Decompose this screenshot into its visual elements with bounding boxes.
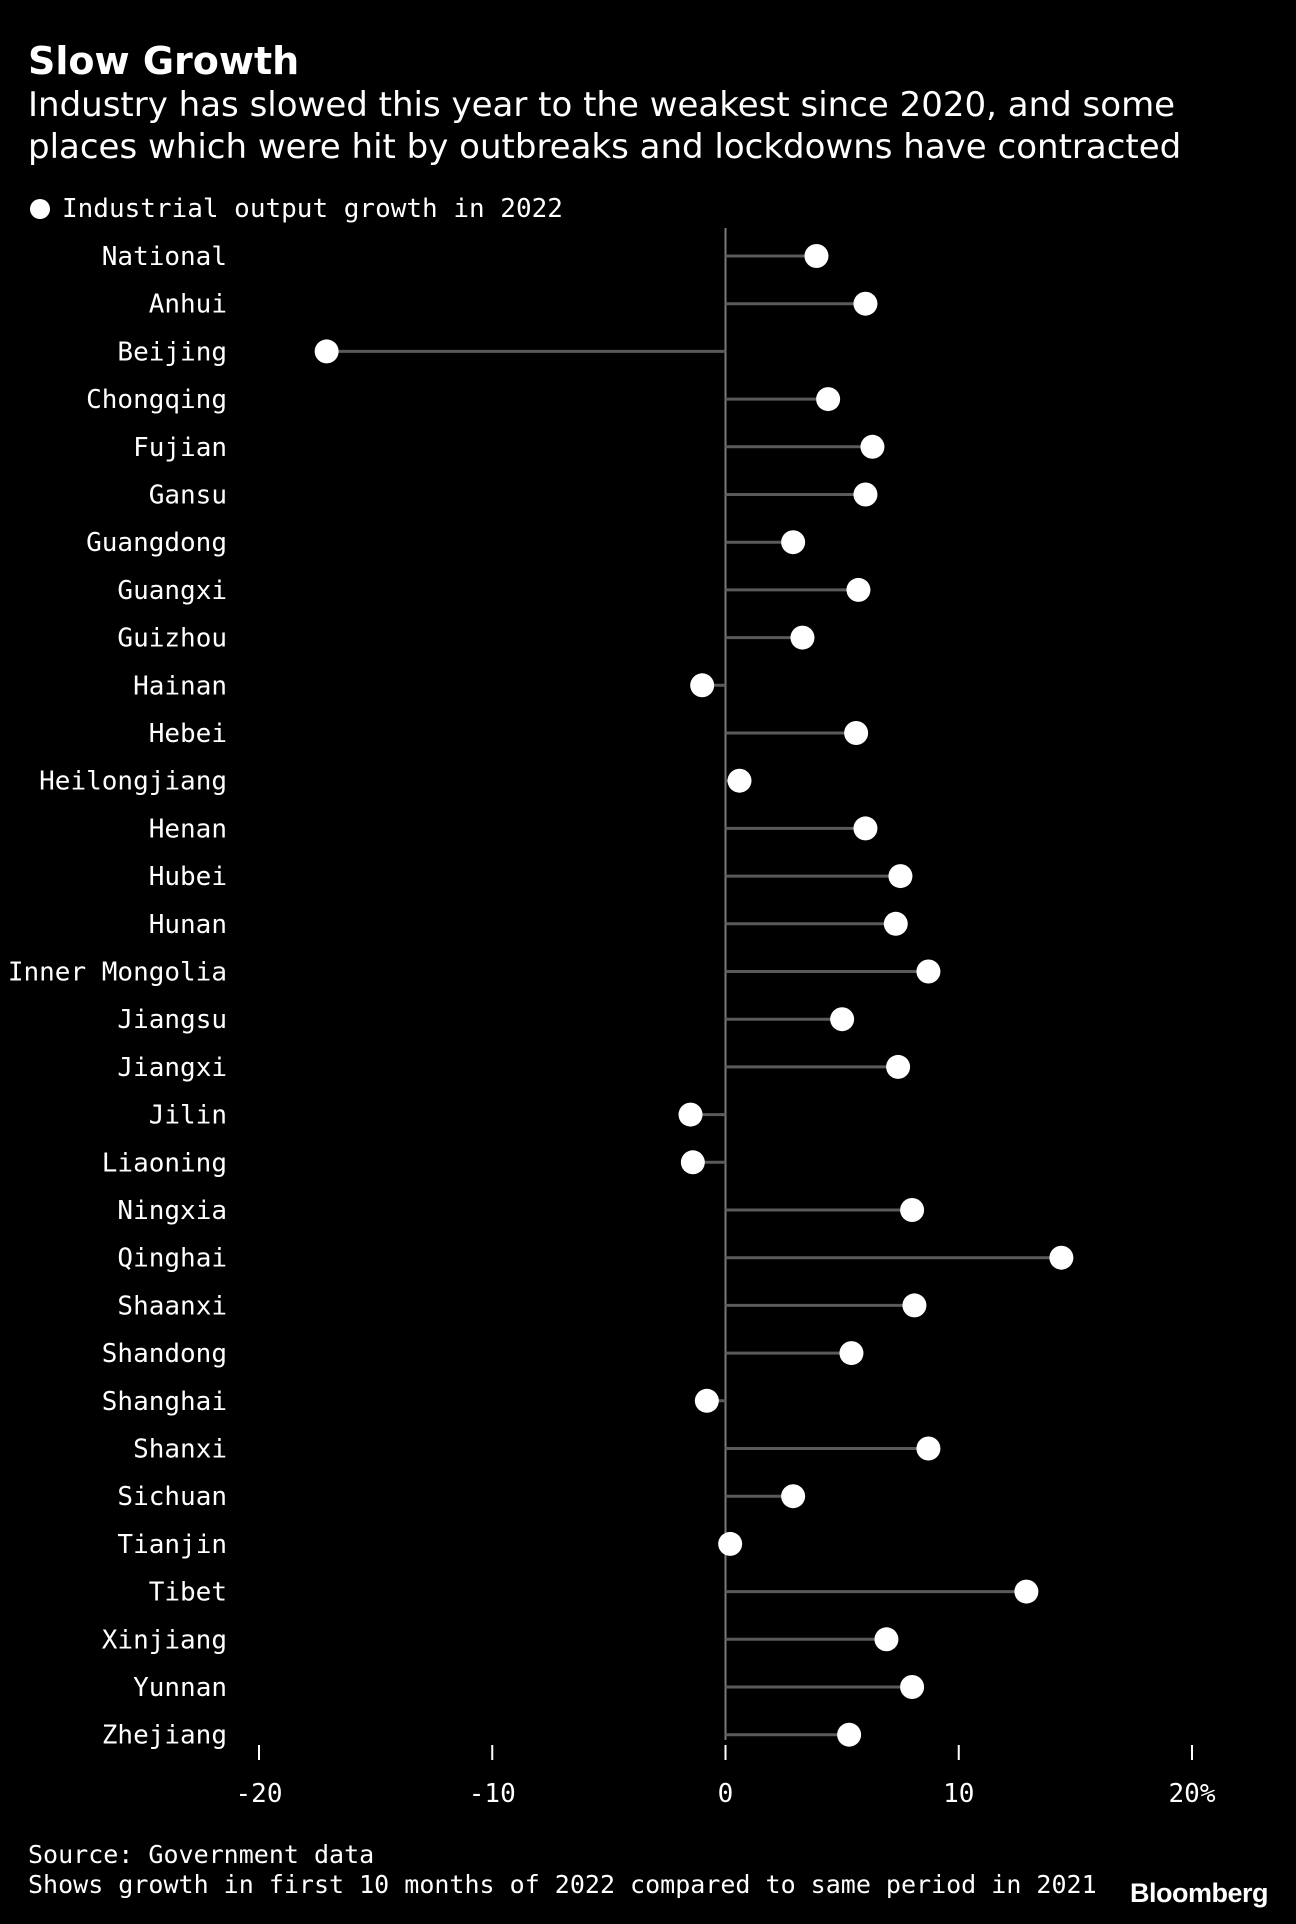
category-label: Jiangsu <box>117 1005 227 1035</box>
category-label: Qinghai <box>117 1244 227 1274</box>
category-label: Shanghai <box>102 1387 227 1417</box>
source-note: Source: Government data <box>28 1840 375 1869</box>
data-point <box>781 1484 806 1509</box>
data-point <box>727 768 752 793</box>
category-label: Inner Mongolia <box>8 958 227 988</box>
category-label: National <box>102 242 227 272</box>
data-point <box>853 291 878 316</box>
category-label: Shaanxi <box>117 1291 227 1321</box>
category-label: Guizhou <box>117 624 227 654</box>
category-label: Anhui <box>149 290 227 320</box>
data-point <box>694 1388 719 1413</box>
category-label: Tianjin <box>117 1530 227 1560</box>
data-point <box>846 577 871 602</box>
category-label: Jiangxi <box>117 1053 227 1083</box>
data-point <box>853 816 878 841</box>
comparison-note: Shows growth in first 10 months of 2022 … <box>28 1870 1097 1899</box>
category-label: Beijing <box>117 337 227 367</box>
data-point <box>900 1198 925 1222</box>
category-label: Yunnan <box>133 1673 227 1703</box>
data-point <box>900 1675 925 1699</box>
category-label: Tibet <box>149 1578 227 1608</box>
data-point <box>883 911 908 936</box>
x-tick-label: -10 <box>469 1779 516 1809</box>
bloomberg-logo: Bloomberg <box>1129 1878 1269 1908</box>
data-point <box>916 959 941 984</box>
legend: Industrial output growth in 2022 <box>30 192 563 226</box>
category-label: Hainan <box>133 671 227 701</box>
data-point <box>853 482 878 507</box>
data-point <box>314 339 339 364</box>
data-point <box>1049 1245 1074 1270</box>
data-point <box>781 530 806 555</box>
category-label: Sichuan <box>117 1482 227 1512</box>
data-point <box>680 1150 705 1175</box>
data-point <box>690 673 715 698</box>
category-label: Jilin <box>149 1101 227 1131</box>
category-label: Shanxi <box>133 1435 227 1465</box>
data-point <box>830 1007 855 1032</box>
data-point <box>888 864 913 889</box>
category-label: Hunan <box>149 910 227 940</box>
x-tick-label: -20 <box>236 1779 283 1809</box>
category-label: Liaoning <box>102 1148 227 1178</box>
category-label: Guangxi <box>117 576 227 606</box>
category-label: Fujian <box>133 433 227 463</box>
category-label: Gansu <box>149 481 227 511</box>
data-point <box>886 1054 911 1079</box>
x-tick-label: 10 <box>943 1779 974 1809</box>
chart-subtitle: Industry has slowed this year to the wea… <box>28 85 1182 167</box>
data-point <box>816 387 841 412</box>
data-point <box>916 1436 941 1461</box>
category-label: Hebei <box>149 719 227 749</box>
data-point <box>790 625 815 650</box>
category-label: Guangdong <box>86 528 227 558</box>
footer: Source: Government data Shows growth in … <box>28 1840 1097 1900</box>
legend-label: Industrial output growth in 2022 <box>62 194 563 224</box>
data-point <box>839 1341 864 1366</box>
data-point <box>874 1627 899 1652</box>
chart-title: Slow Growth <box>28 39 300 83</box>
category-label: Shandong <box>102 1339 227 1369</box>
category-label: Ningxia <box>117 1196 227 1226</box>
category-label: Henan <box>149 814 227 844</box>
data-point <box>837 1722 862 1747</box>
data-point <box>804 244 829 268</box>
data-point <box>860 434 885 459</box>
category-label: Heilongjiang <box>39 767 227 797</box>
data-point <box>678 1102 703 1127</box>
data-point <box>718 1531 743 1556</box>
x-tick-label: 0 <box>718 1779 734 1809</box>
category-label: Hubei <box>149 862 227 892</box>
data-point <box>902 1293 927 1318</box>
category-label: Xinjiang <box>102 1625 227 1655</box>
category-label: Chongqing <box>86 385 227 415</box>
data-point <box>844 721 869 745</box>
category-label: Zhejiang <box>102 1721 227 1751</box>
data-point <box>1014 1579 1039 1604</box>
x-tick-label: 20% <box>1169 1779 1216 1809</box>
legend-marker <box>30 199 50 219</box>
